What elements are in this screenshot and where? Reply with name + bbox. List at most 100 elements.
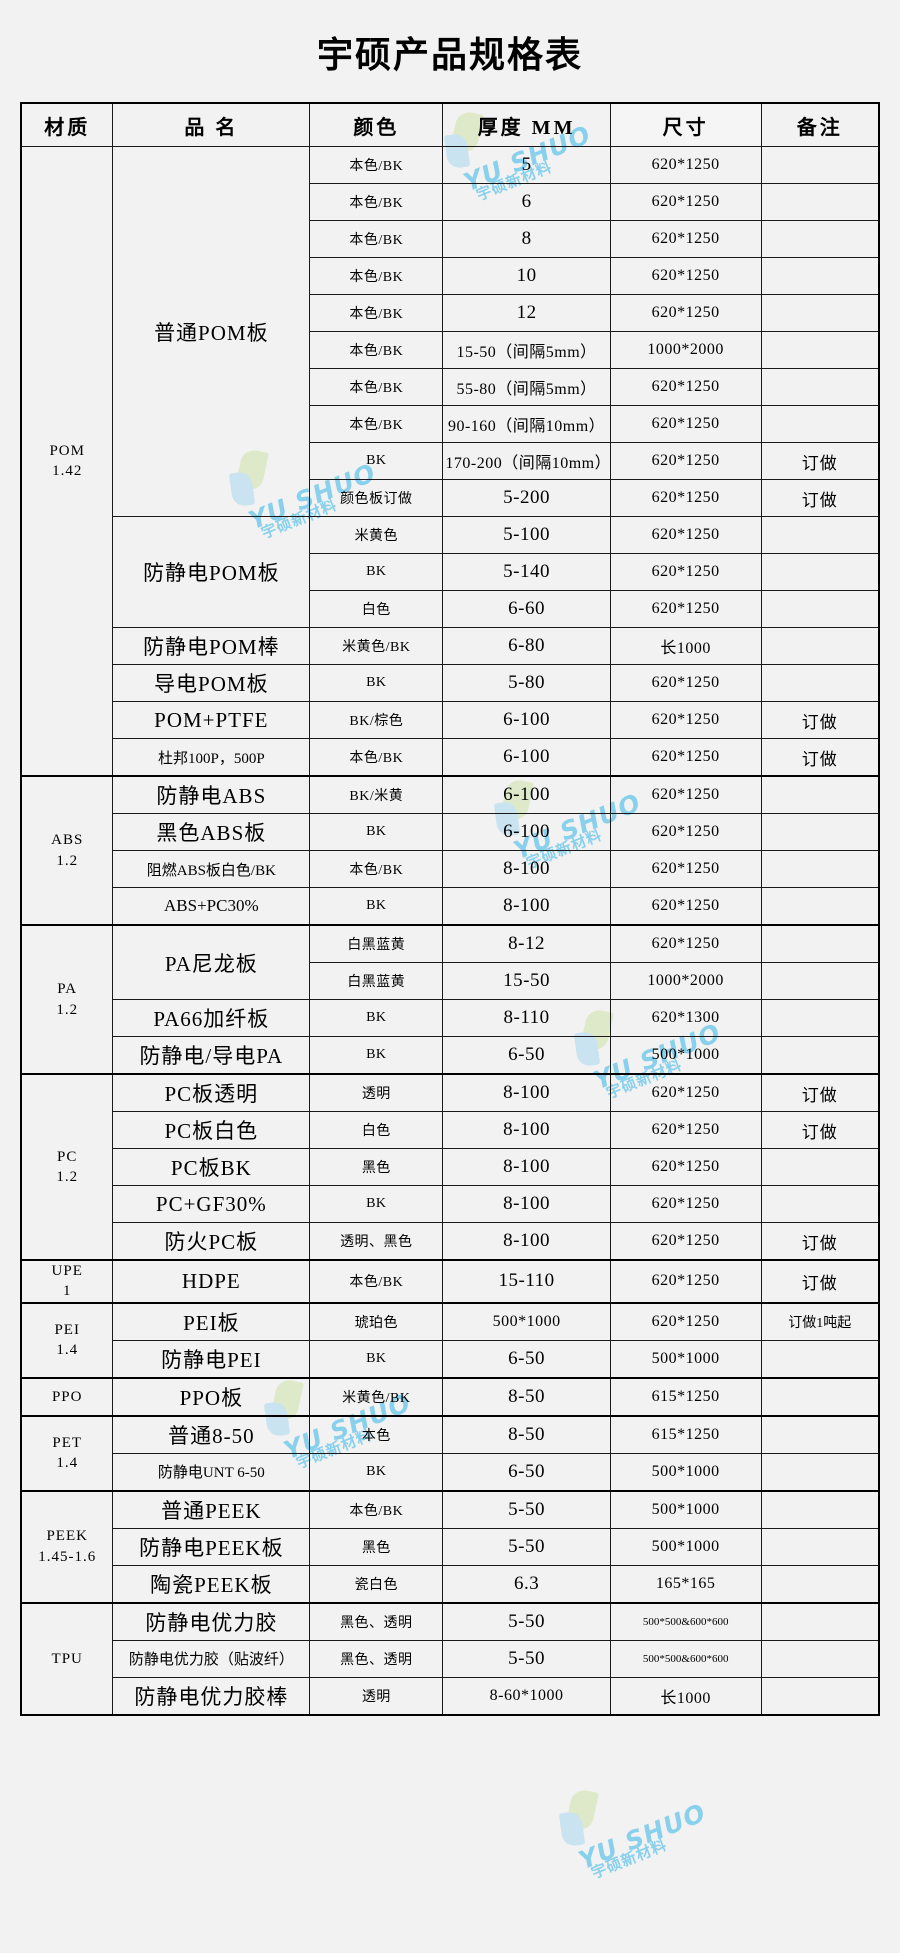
cell-product: 防静电PEEK板 xyxy=(112,1527,311,1566)
cell-color: 米黄色/BK xyxy=(309,627,444,666)
column-header-remark: 备注 xyxy=(760,102,880,148)
table-row: 防静电PEI BK 6-50 500*1000 xyxy=(21,1339,880,1379)
cell-color: BK xyxy=(309,442,444,481)
cell-material: PA 1.2 xyxy=(20,924,114,1075)
table-row: 防静电优力胶（贴波纤） 黑色、透明 5-50 500*500&600*600 xyxy=(21,1639,880,1678)
cell-remark xyxy=(760,183,880,222)
cell-size: 620*1250 xyxy=(609,887,762,926)
cell-remark xyxy=(760,1148,880,1187)
cell-product: PEI板 xyxy=(112,1301,311,1341)
cell-product: 普通8-50 xyxy=(112,1414,311,1454)
cell-product: 防静电/导电PA xyxy=(112,1036,311,1075)
cell-remark xyxy=(760,924,880,964)
cell-size: 500*1000 xyxy=(609,1527,762,1566)
cell-color: 白色 xyxy=(309,590,444,629)
cell-size: 615*1250 xyxy=(609,1376,762,1417)
cell-thickness: 5-50 xyxy=(442,1639,611,1678)
cell-remark: 订做 xyxy=(760,479,880,518)
cell-thickness: 8-12 xyxy=(442,924,611,964)
table-row: 本色/BK 15-50（间隔5mm） 1000*2000 xyxy=(21,331,880,370)
table-row: 防静电优力胶棒 透明 8-60*1000 长1000 xyxy=(21,1676,880,1716)
cell-color: 本色/BK xyxy=(309,850,444,889)
cell-product: PC板BK xyxy=(112,1148,311,1187)
cell-size: 长1000 xyxy=(609,1676,762,1716)
cell-thickness: 8 xyxy=(442,220,611,259)
column-header-thickness: 厚度 MM xyxy=(442,102,611,148)
cell-size: 165*165 xyxy=(609,1564,762,1604)
cell-remark xyxy=(760,813,880,852)
cell-size: 620*1250 xyxy=(609,220,762,259)
table-row: 本色/BK 12 620*1250 xyxy=(21,294,880,333)
spec-table-wrapper: 材质 品 名 颜色 厚度 MM 尺寸 备注 POM 1.42 普通POM板 本色/BK… xyxy=(20,102,880,1716)
cell-remark xyxy=(760,1639,880,1678)
cell-thickness: 6-50 xyxy=(442,1036,611,1075)
table-row: PC板BK 黑色 8-100 620*1250 xyxy=(21,1148,880,1187)
cell-thickness: 6-60 xyxy=(442,590,611,629)
cell-remark xyxy=(760,368,880,407)
cell-size: 615*1250 xyxy=(609,1414,762,1454)
cell-material: PPO xyxy=(20,1376,114,1417)
table-row: 防静电/导电PA BK 6-50 500*1000 xyxy=(21,1036,880,1075)
cell-thickness: 8-50 xyxy=(442,1376,611,1417)
cell-color: BK/米黄 xyxy=(309,775,444,815)
table-row: PC+GF30% BK 8-100 620*1250 xyxy=(21,1185,880,1224)
cell-remark xyxy=(760,257,880,296)
cell-size: 长1000 xyxy=(609,627,762,666)
cell-color: BK/棕色 xyxy=(309,701,444,740)
watermark-leaf2-icon xyxy=(558,1810,586,1848)
cell-product: 阻燃ABS板白色/BK xyxy=(112,850,311,889)
cell-material: POM 1.42 xyxy=(20,146,114,777)
table-row: 陶瓷PEEK板 瓷白色 6.3 165*165 xyxy=(21,1564,880,1604)
cell-color: BK xyxy=(309,1185,444,1224)
cell-thickness: 15-50 xyxy=(442,962,611,1001)
table-row: POM 1.42 普通POM板 本色/BK 5 620*1250 xyxy=(20,146,880,777)
cell-color: 黑色 xyxy=(309,1148,444,1187)
cell-material: TPU xyxy=(20,1601,114,1716)
table-row: 本色/BK 8 620*1250 xyxy=(21,220,880,259)
cell-material: PC 1.2 xyxy=(20,1073,114,1261)
cell-thickness: 6-100 xyxy=(442,701,611,740)
cell-size: 620*1250 xyxy=(609,294,762,333)
table-row: 白色 6-60 620*1250 xyxy=(21,590,880,629)
cell-remark xyxy=(760,1036,880,1075)
table-row: 防静电UNT 6-50 BK 6-50 500*1000 xyxy=(21,1452,880,1492)
table-row: UPE 1 HDPE 本色/BK 15-110 620*1250 订做 xyxy=(20,1259,880,1304)
cell-thickness: 5-140 xyxy=(442,553,611,592)
cell-thickness: 8-50 xyxy=(442,1414,611,1454)
cell-remark xyxy=(760,1452,880,1492)
cell-color: 本色 xyxy=(309,1414,444,1454)
cell-thickness: 5-80 xyxy=(442,664,611,703)
table-row: PA66加纤板 BK 8-110 620*1300 xyxy=(21,999,880,1038)
cell-size: 620*1250 xyxy=(609,664,762,703)
cell-thickness: 5-100 xyxy=(442,516,611,555)
cell-thickness: 6-100 xyxy=(442,775,611,815)
cell-material: PEI 1.4 xyxy=(20,1301,114,1379)
cell-color: 透明 xyxy=(309,1676,444,1716)
cell-remark: 订做 xyxy=(760,1111,880,1150)
table-row: PA 1.2 PA尼龙板 白黑蓝黄 8-12 620*1250 xyxy=(20,924,880,1075)
cell-color: BK xyxy=(309,1339,444,1379)
cell-material: ABS 1.2 xyxy=(20,775,114,926)
table-row: 阻燃ABS板白色/BK 本色/BK 8-100 620*1250 xyxy=(21,850,880,889)
cell-color: 琥珀色 xyxy=(309,1301,444,1341)
table-row: 本色/BK 90-160（间隔10mm） 620*1250 xyxy=(21,405,880,444)
cell-thickness: 15-50（间隔5mm） xyxy=(442,331,611,370)
cell-thickness: 90-160（间隔10mm） xyxy=(442,405,611,444)
cell-color: 黑色 xyxy=(309,1527,444,1566)
cell-remark xyxy=(760,220,880,259)
cell-size: 620*1250 xyxy=(609,257,762,296)
cell-color: 本色/BK xyxy=(309,183,444,222)
cell-remark xyxy=(760,1414,880,1454)
cell-size: 620*1250 xyxy=(609,1073,762,1113)
cell-size: 620*1250 xyxy=(609,813,762,852)
cell-color: 本色/BK xyxy=(309,1259,444,1304)
cell-material: PEEK 1.45-1.6 xyxy=(20,1489,114,1604)
cell-remark xyxy=(760,294,880,333)
cell-product: 防火PC板 xyxy=(112,1222,311,1261)
table-row: PEEK 1.45-1.6 普通PEEK 本色/BK 5-50 500*1000 xyxy=(20,1489,880,1604)
cell-color: 本色/BK xyxy=(309,738,444,777)
cell-color: 白黑蓝黄 xyxy=(309,924,444,964)
table-row: BK 170-200（间隔10mm） 620*1250 订做 xyxy=(21,442,880,481)
table-row: 黑色ABS板 BK 6-100 620*1250 xyxy=(21,813,880,852)
